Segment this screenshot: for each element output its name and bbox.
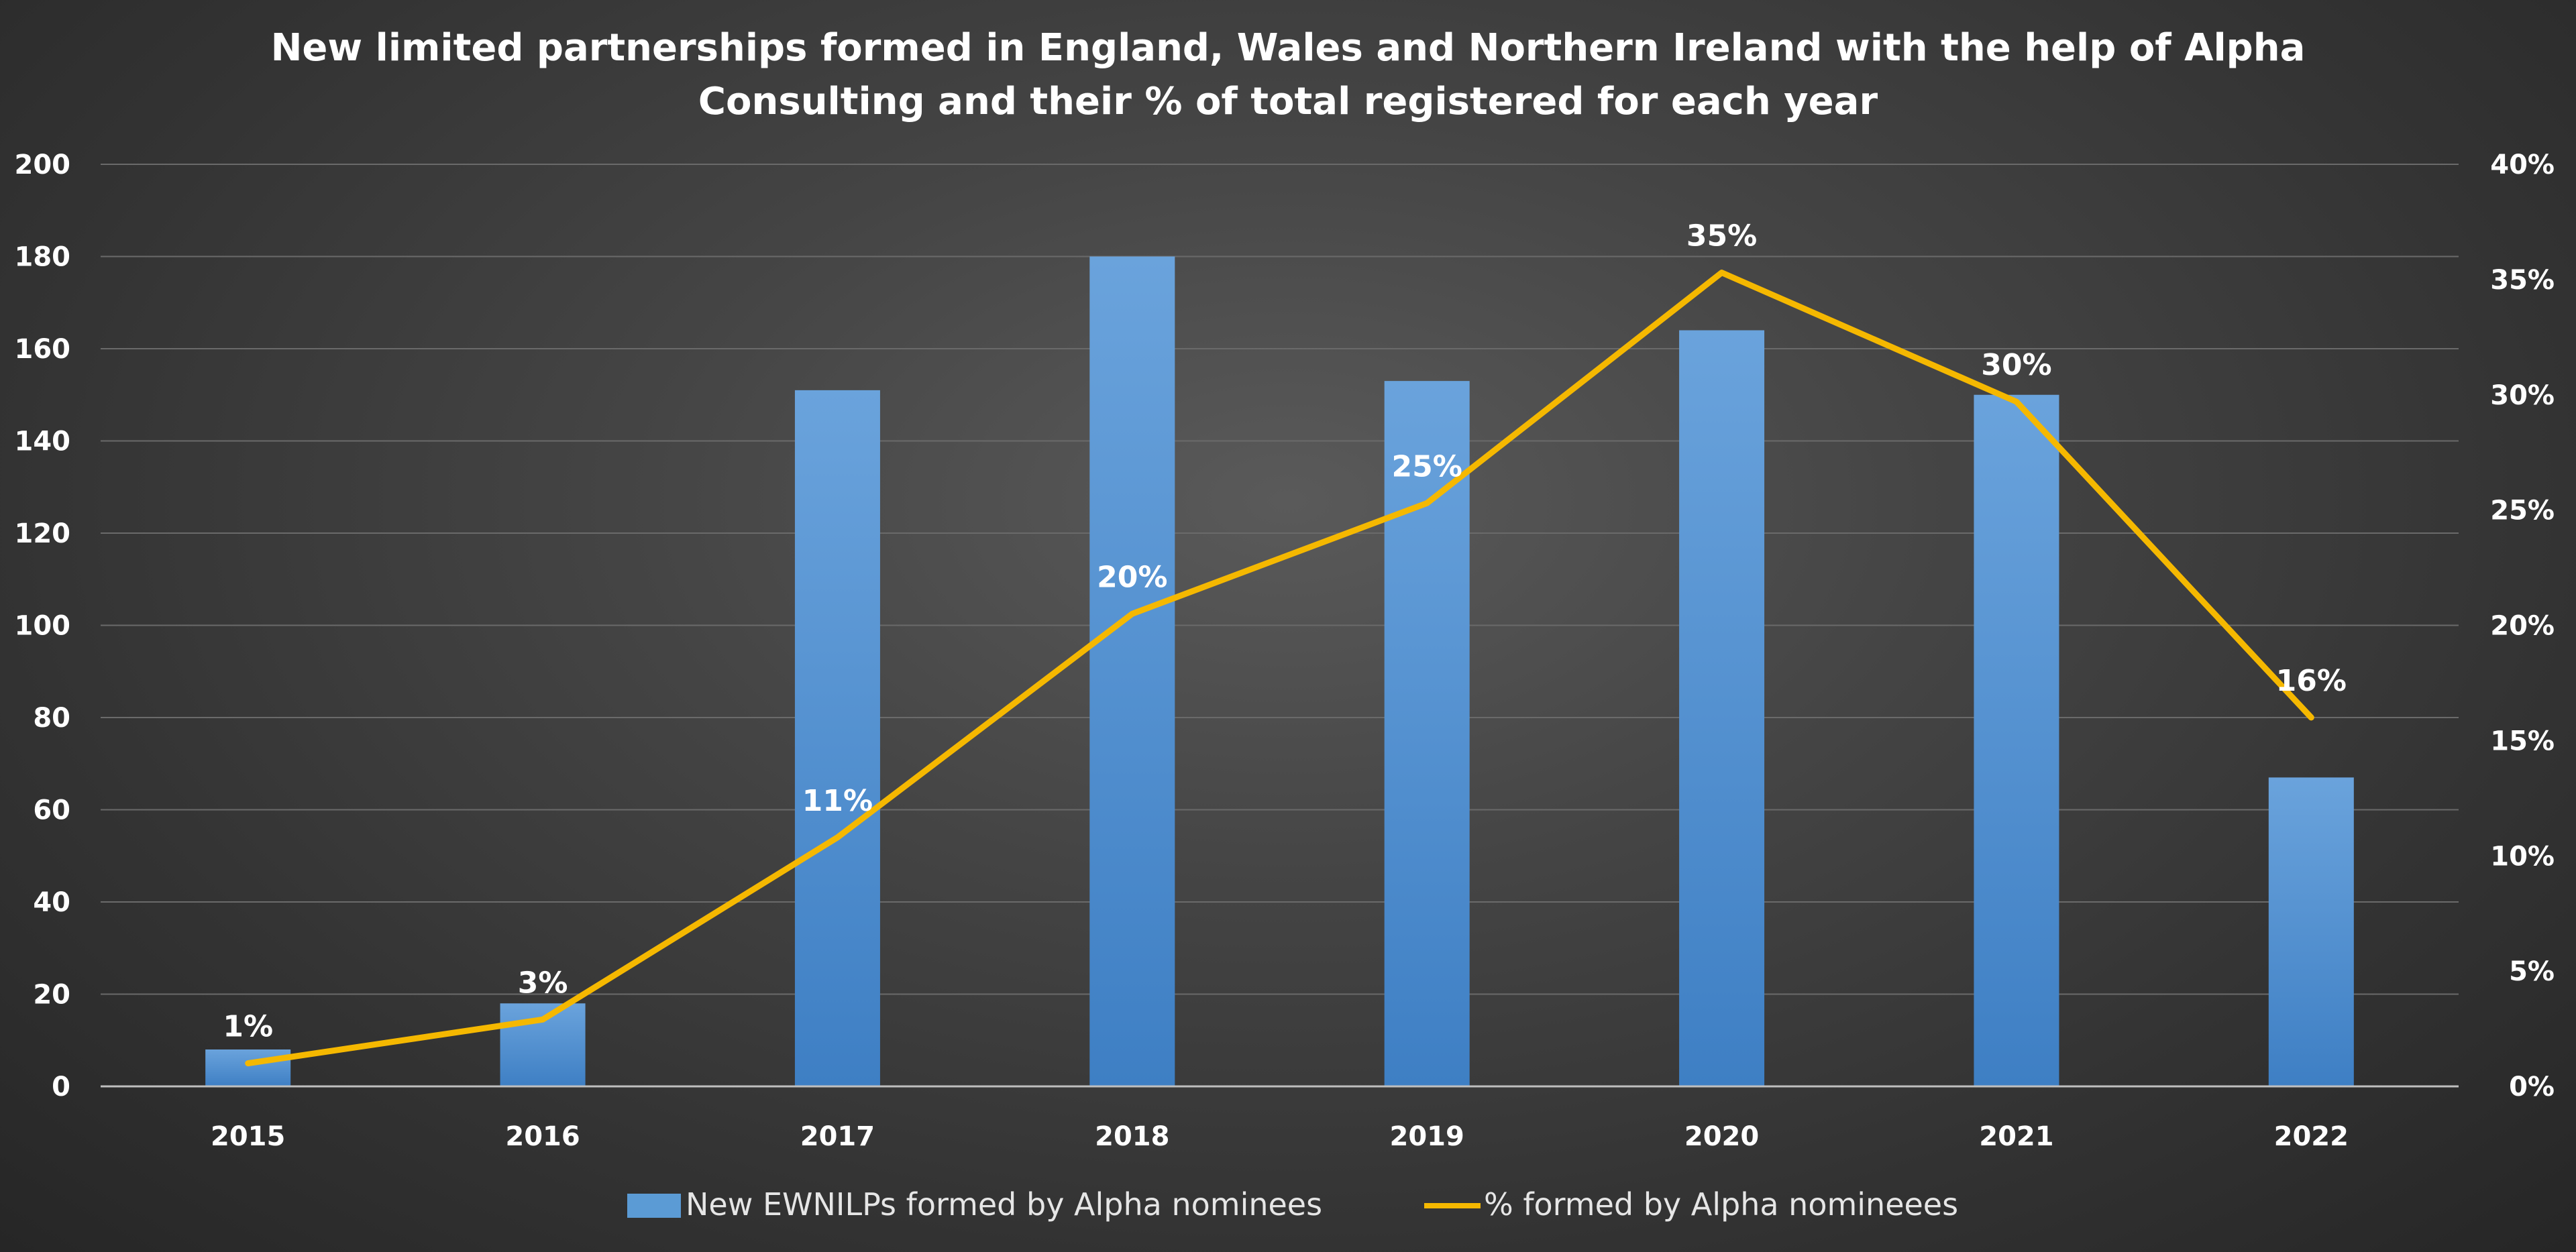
bar-2017: [794, 390, 880, 1086]
data-label-2021: 30%: [1981, 348, 2051, 382]
line-data-labels: 1% 3% 11% 20% 25% 35% 30% 16%: [223, 219, 2347, 1044]
y2-tick-label: 35%: [2490, 265, 2555, 296]
y-tick-label: 200: [15, 150, 71, 180]
data-label-2019: 25%: [1392, 449, 1462, 483]
percent-line: [245, 270, 2314, 1067]
x-tick-label: 2021: [1979, 1121, 2053, 1152]
x-tick-label: 2015: [211, 1121, 285, 1152]
data-label-2020: 35%: [1686, 219, 1757, 253]
data-label-2015: 1%: [223, 1010, 273, 1044]
legend-line-label: % formed by Alpha nomineees: [1484, 1186, 1958, 1222]
bar-2020: [1679, 330, 1765, 1086]
y-tick-label: 20: [33, 980, 70, 1011]
gridlines: [101, 164, 2459, 995]
y2-tick-label: 10%: [2490, 841, 2555, 872]
legend-bar-label: New EWNILPs formed by Alpha nominees: [686, 1186, 1322, 1222]
legend: New EWNILPs formed by Alpha nominees % f…: [627, 1186, 1958, 1222]
bar-2015: [205, 1049, 291, 1086]
y-tick-label: 120: [15, 518, 71, 549]
x-tick-label: 2019: [1390, 1121, 1464, 1152]
y2-tick-label: 25%: [2490, 496, 2555, 526]
data-label-2018: 20%: [1097, 560, 1167, 594]
y-tick-label: 0: [52, 1072, 70, 1102]
chart-title: New limited partnerships formed in Engla…: [271, 26, 2306, 123]
y2-tick-label: 15%: [2490, 726, 2555, 756]
chart-title-line-2: Consulting and their % of total register…: [698, 80, 1878, 123]
data-label-2022: 16%: [2276, 664, 2347, 698]
y-axis-right-labels: 0% 5% 10% 15% 20% 25% 30% 35% 40%: [2490, 150, 2555, 1102]
legend-bar-swatch: [627, 1194, 681, 1218]
x-axis-labels: 2015 2016 2017 2018 2019 2020 2021 2022: [211, 1121, 2349, 1152]
data-label-2017: 11%: [802, 784, 873, 818]
x-tick-label: 2017: [800, 1121, 875, 1152]
y-tick-label: 140: [15, 426, 71, 457]
y2-tick-label: 20%: [2490, 611, 2555, 642]
x-tick-label: 2022: [2274, 1121, 2349, 1152]
x-tick-label: 2020: [1684, 1121, 1759, 1152]
y2-tick-label: 30%: [2490, 380, 2555, 411]
bar-2022: [2268, 777, 2354, 1086]
data-label-2016: 3%: [518, 966, 568, 1000]
y-tick-label: 160: [15, 334, 71, 365]
y2-tick-label: 40%: [2490, 150, 2555, 180]
y-tick-label: 100: [15, 611, 71, 642]
x-tick-label: 2016: [505, 1121, 580, 1152]
bar-2019: [1384, 381, 1470, 1086]
y-tick-label: 80: [33, 703, 70, 734]
y-tick-label: 40: [33, 887, 70, 918]
line-series: [245, 270, 2314, 1067]
y-axis-left-labels: 0 20 40 60 80 100 120 140 160 180 200: [15, 150, 71, 1102]
bar-2016: [500, 1003, 586, 1086]
x-tick-label: 2018: [1095, 1121, 1169, 1152]
bar-series: [205, 256, 2354, 1086]
bar-2021: [1974, 394, 2059, 1086]
chart-title-line-1: New limited partnerships formed in Engla…: [271, 26, 2306, 70]
bar-2018: [1089, 256, 1175, 1086]
y2-tick-label: 5%: [2509, 956, 2555, 987]
y-tick-label: 180: [15, 242, 71, 273]
y-tick-label: 60: [33, 795, 70, 826]
y2-tick-label: 0%: [2509, 1072, 2555, 1102]
